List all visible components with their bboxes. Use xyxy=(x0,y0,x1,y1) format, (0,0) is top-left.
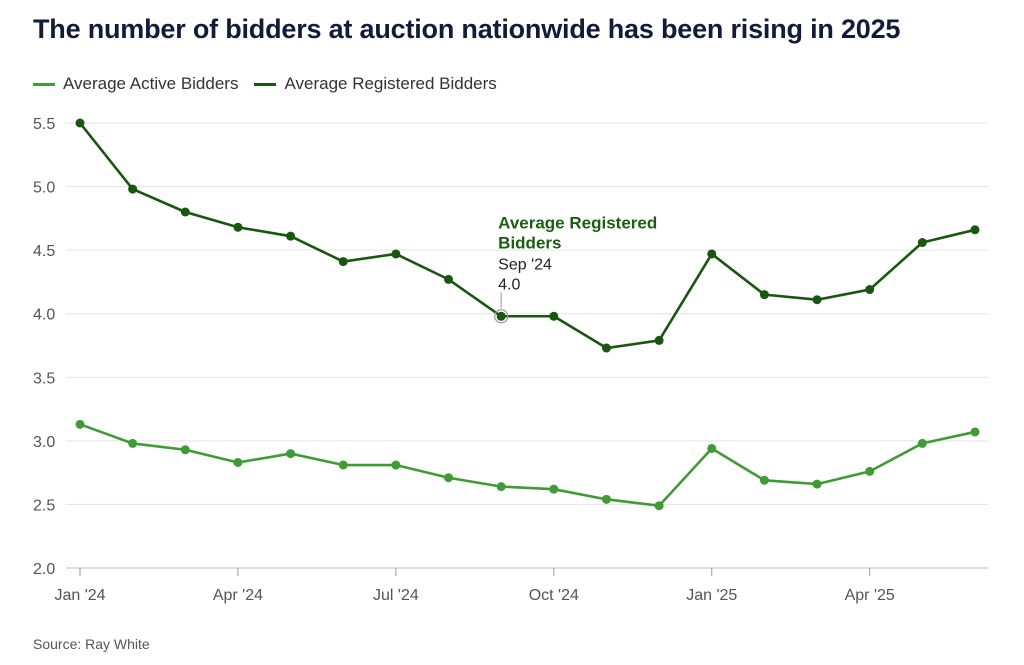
data-point-active-bidders xyxy=(812,479,822,489)
x-tick-label: Jan '24 xyxy=(54,587,105,604)
data-point-registered-bidders xyxy=(865,285,875,295)
x-tick-label: Apr '25 xyxy=(845,587,895,604)
data-point-active-bidders xyxy=(444,473,454,483)
data-point-active-bidders xyxy=(549,484,559,494)
y-tick-label: 5.0 xyxy=(33,180,55,197)
data-point-registered-bidders xyxy=(759,290,769,300)
data-point-active-bidders xyxy=(865,466,875,476)
data-point-registered-bidders xyxy=(180,207,190,217)
y-tick-label: 4.0 xyxy=(33,307,55,324)
legend-item-registered: Average Registered Bidders xyxy=(254,74,497,94)
data-point-active-bidders xyxy=(180,445,190,455)
data-point-active-bidders xyxy=(286,449,296,459)
annotation-date: Sep '24 xyxy=(498,256,552,273)
data-point-registered-bidders xyxy=(444,274,454,284)
y-tick-label: 2.0 xyxy=(33,561,55,578)
data-point-registered-bidders xyxy=(549,311,559,321)
data-point-active-bidders xyxy=(654,501,664,511)
x-tick-label: Apr '24 xyxy=(213,587,263,604)
data-point-active-bidders xyxy=(917,438,927,448)
data-point-active-bidders xyxy=(233,457,243,467)
data-point-active-bidders xyxy=(338,460,348,470)
data-point-active-bidders xyxy=(759,475,769,485)
data-point-active-bidders xyxy=(128,438,138,448)
data-point-registered-bidders xyxy=(917,238,927,248)
data-point-active-bidders xyxy=(601,494,611,504)
annotation-series-name-cont: Bidders xyxy=(498,233,561,252)
y-tick-label: 4.5 xyxy=(33,243,55,260)
annotation-value: 4.0 xyxy=(498,276,520,293)
data-point-registered-bidders xyxy=(128,184,138,194)
data-point-registered-bidders xyxy=(338,257,348,267)
data-point-registered-bidders xyxy=(391,249,401,259)
annotation-series-name: Average Registered xyxy=(498,213,657,232)
x-tick-label: Oct '24 xyxy=(529,587,579,604)
data-point-active-bidders xyxy=(707,443,717,453)
y-tick-label: 5.5 xyxy=(33,116,55,133)
series-line-registered-bidders xyxy=(78,122,976,350)
data-point-registered-bidders xyxy=(970,225,980,235)
y-tick-label: 3.5 xyxy=(33,370,55,387)
annotation-highlight-ring xyxy=(494,309,509,324)
source-note: Source: Ray White xyxy=(33,636,150,652)
data-point-registered-bidders xyxy=(654,335,664,345)
data-point-active-bidders xyxy=(75,419,85,429)
legend-label-registered: Average Registered Bidders xyxy=(284,74,497,93)
chart-title: The number of bidders at auction nationw… xyxy=(33,14,901,44)
y-tick-label: 2.5 xyxy=(33,497,55,514)
legend-item-active: Average Active Bidders xyxy=(33,74,238,94)
data-point-registered-bidders xyxy=(286,231,296,241)
legend: Average Active Bidders Average Registere… xyxy=(33,74,497,94)
legend-swatch-registered xyxy=(254,82,277,86)
x-tick-label: Jul '24 xyxy=(373,587,419,604)
data-point-registered-bidders xyxy=(601,343,611,353)
series-line-active-bidders xyxy=(79,423,976,508)
x-tick-label: Jan '25 xyxy=(686,587,737,604)
legend-swatch-active xyxy=(33,82,55,86)
data-point-registered-bidders xyxy=(75,118,85,128)
legend-label-active: Average Active Bidders xyxy=(63,74,239,93)
data-point-registered-bidders xyxy=(233,222,243,232)
data-point-registered-bidders xyxy=(496,311,506,321)
y-tick-label: 3.0 xyxy=(33,434,55,451)
data-point-registered-bidders xyxy=(707,249,717,259)
data-point-registered-bidders xyxy=(812,295,822,305)
data-point-active-bidders xyxy=(970,427,980,437)
data-point-active-bidders xyxy=(496,482,506,492)
data-point-active-bidders xyxy=(391,460,401,470)
